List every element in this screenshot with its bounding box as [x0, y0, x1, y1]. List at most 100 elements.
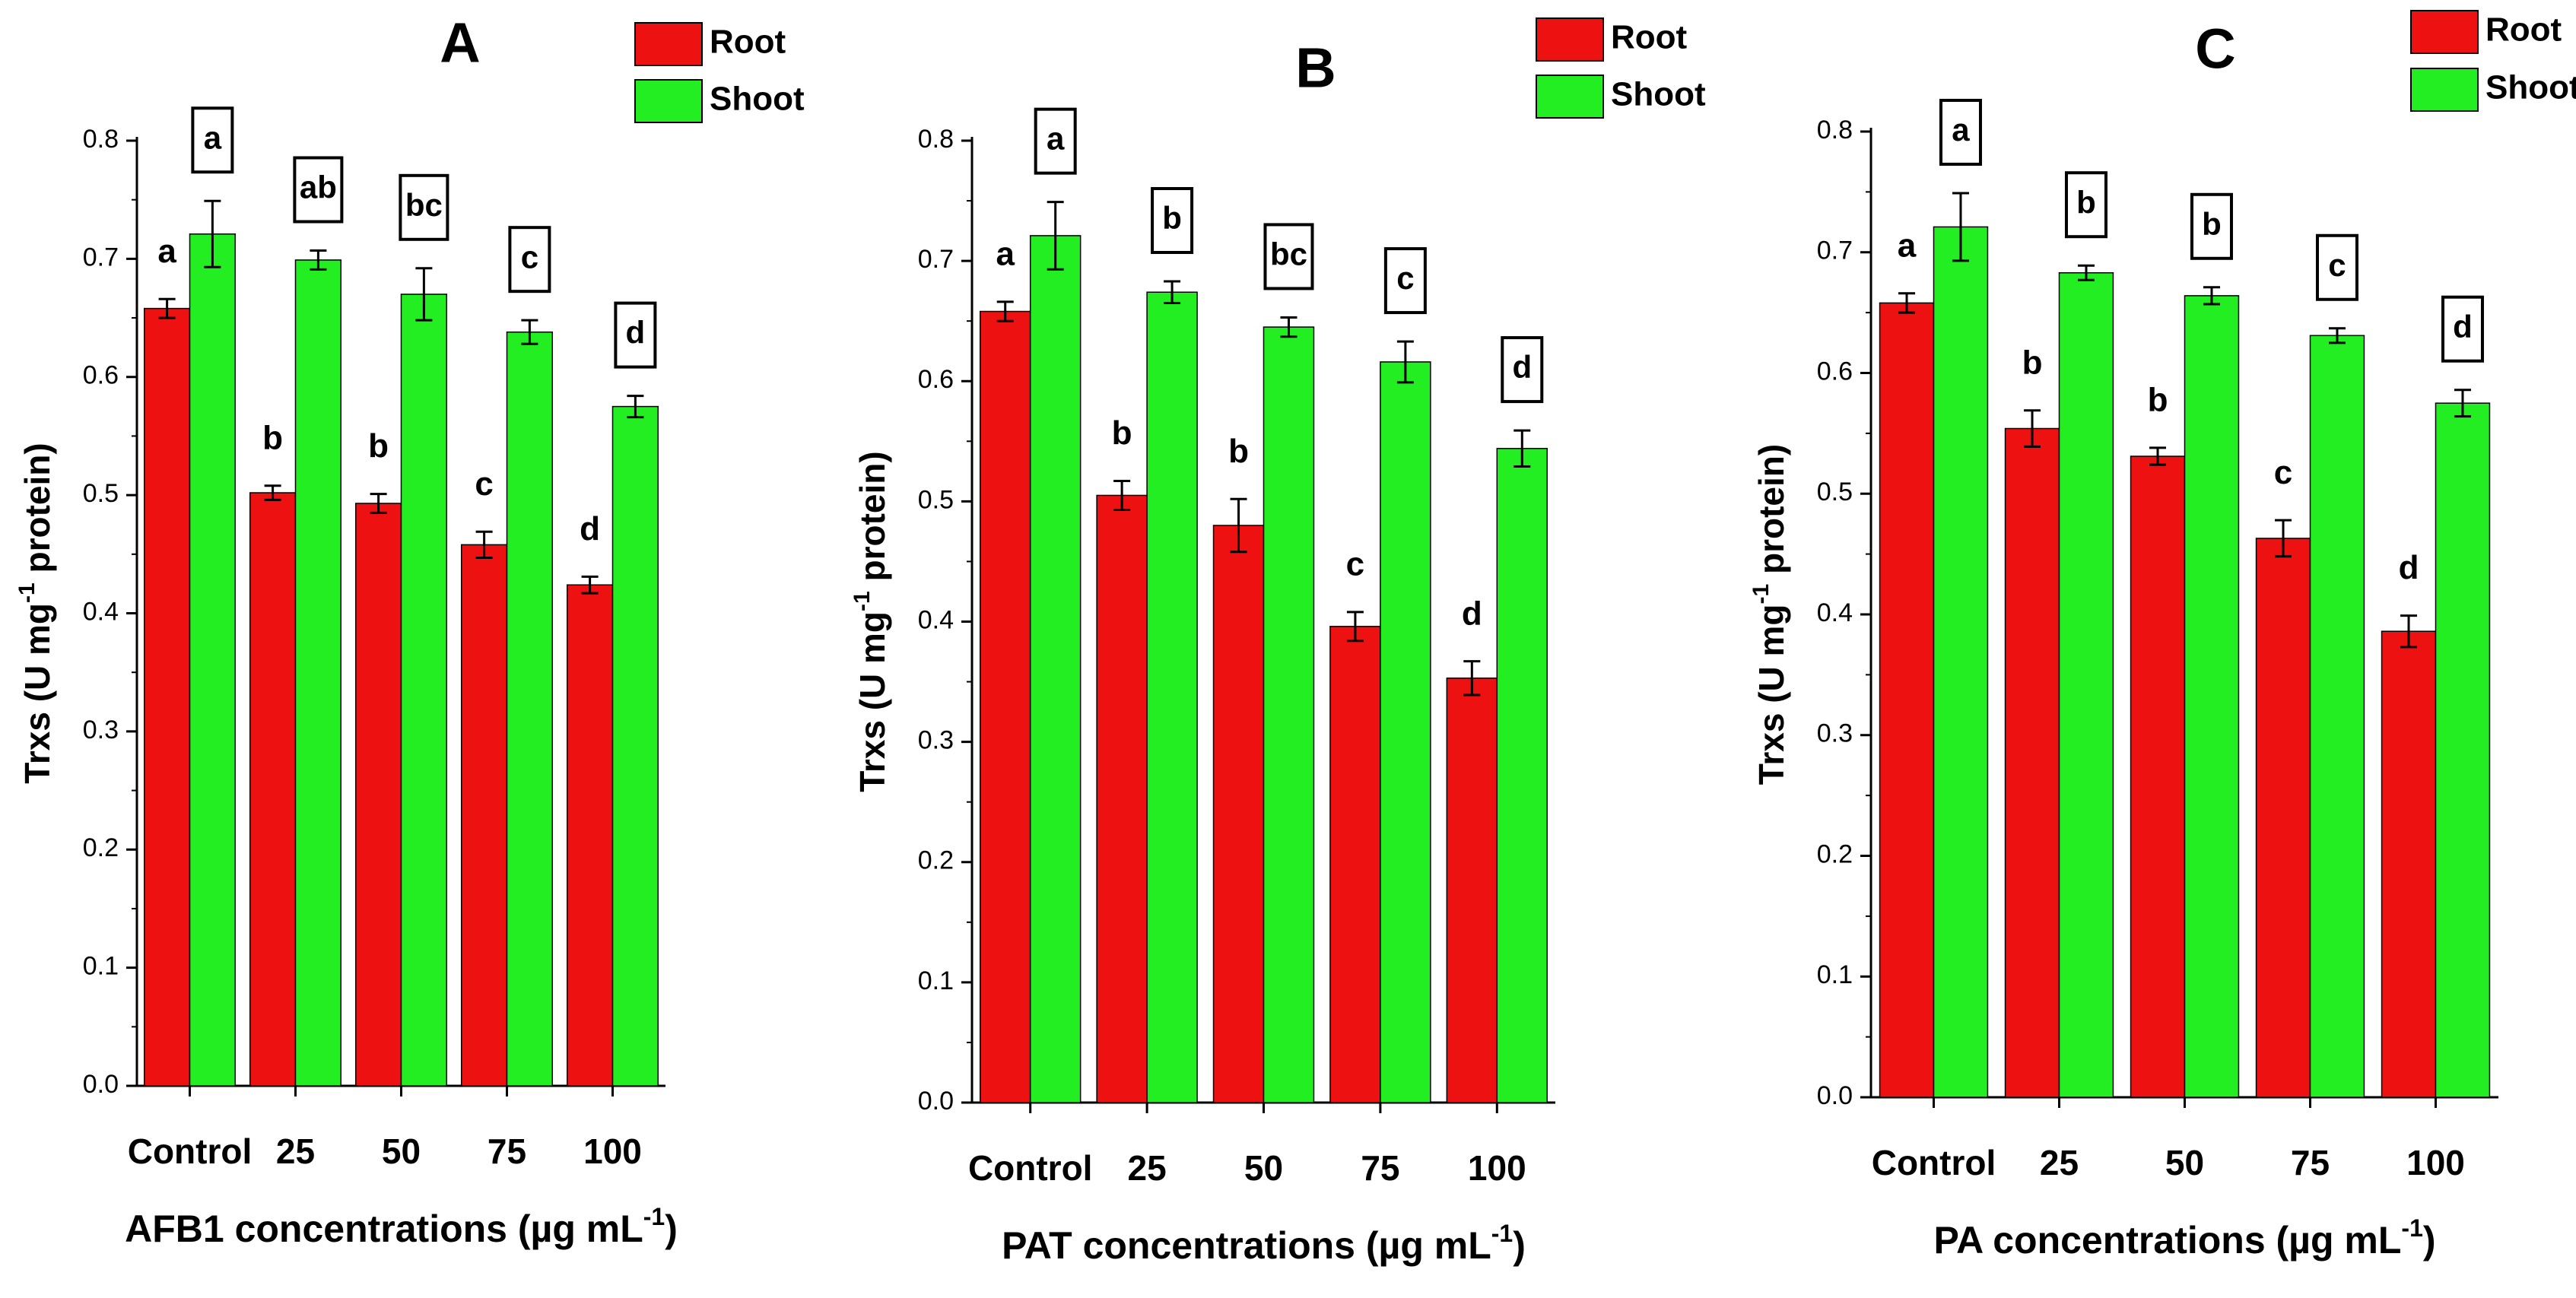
shoot-significance-letter: d: [626, 315, 646, 351]
y-tick-label: 0.7: [1817, 236, 1853, 265]
legend-label-root: Root: [710, 24, 786, 61]
shoot-significance-letter: d: [1512, 349, 1532, 385]
y-tick-label: 0.4: [918, 605, 954, 634]
y-tick-label: 0.3: [83, 716, 119, 744]
x-axis-title-sup: -1: [2401, 1214, 2422, 1242]
y-axis-title: Trxs (U mg-1 protein): [850, 451, 892, 792]
x-tick-label: 75: [2291, 1143, 2330, 1182]
y-axis-title-main: Trxs (U mg: [1752, 604, 1791, 785]
shoot-letter-box: [2441, 295, 2484, 363]
shoot-letter-box: [2190, 192, 2233, 260]
root-significance-letter: c: [475, 465, 493, 503]
shoot-significance-letter: a: [204, 119, 222, 155]
bar-root: [1446, 678, 1498, 1103]
root-significance-letter: a: [996, 236, 1015, 273]
x-axis-title-sup: -1: [1491, 1220, 1513, 1247]
root-significance-letter: a: [1898, 227, 1917, 264]
shoot-letter-box: [614, 301, 657, 369]
error-bar: [264, 484, 281, 501]
legend-label-root: Root: [1611, 19, 1688, 56]
bar-root: [460, 544, 508, 1087]
x-axis-title-main: PA concentrations (µg mL: [1933, 1219, 2401, 1262]
error-bar: [627, 395, 644, 419]
legend-label-root: Root: [2485, 11, 2562, 49]
error-bar: [415, 267, 433, 322]
bar-root: [1879, 302, 1935, 1098]
shoot-significance-letter: a: [1952, 112, 1970, 148]
bar-root: [1329, 626, 1381, 1103]
error-bar: [2400, 614, 2418, 649]
bar-root: [1212, 525, 1265, 1103]
bar-root: [2004, 427, 2060, 1098]
bar-shoot: [189, 233, 237, 1087]
shoot-significance-letter: ab: [300, 170, 337, 205]
root-significance-letter: b: [1228, 433, 1249, 470]
error-bar: [2203, 286, 2220, 306]
error-bar: [1396, 340, 1414, 384]
shoot-letter-box: [1034, 107, 1077, 175]
bar-shoot: [1146, 291, 1198, 1103]
error-bar: [1898, 292, 1916, 314]
y-tick-label: 0.8: [1817, 116, 1853, 144]
y-axis-title: Trxs (U mg-1 protein): [14, 443, 57, 783]
y-tick-label: 0.7: [83, 243, 119, 271]
y-axis-title-close: protein): [17, 443, 57, 582]
error-bar: [1346, 611, 1364, 643]
shoot-letter-box: [1939, 98, 1982, 166]
x-axis-title-close: ): [2423, 1219, 2436, 1262]
y-axis-title-sup: -1: [1749, 584, 1774, 605]
bar-shoot: [1380, 361, 1431, 1103]
error-bar: [996, 300, 1014, 322]
y-tick-label: 0.8: [83, 125, 119, 154]
panel-b: B Root Shoot 0.0 0.1 0.2 0.3 0.4 0.5 0.6 0.7 0.8 Con…: [850, 17, 1706, 1267]
shoot-significance-letter: bc: [1270, 236, 1307, 272]
root-significance-letter: c: [2274, 454, 2292, 491]
y-axis-title-sup: -1: [14, 582, 40, 603]
x-axis-title-main: PAT concentrations (µg mL: [1002, 1224, 1491, 1267]
shoot-significance-letter: c: [2328, 247, 2346, 283]
bar-shoot: [2309, 335, 2365, 1098]
y-tick-label: 0.0: [1817, 1081, 1853, 1110]
y-tick-label: 0.5: [83, 479, 119, 508]
x-tick-label: 100: [1468, 1148, 1526, 1188]
error-bar: [2149, 446, 2167, 466]
x-axis-title-main: AFB1 concentrations (µg mL: [125, 1208, 643, 1250]
y-tick-label: 0.5: [918, 485, 954, 514]
y-axis-title-close: protein): [1752, 444, 1791, 584]
error-bar: [370, 493, 387, 514]
bar-root: [249, 492, 297, 1087]
shoot-significance-letter: a: [1047, 121, 1065, 157]
y-axis-title-close: protein): [853, 451, 892, 591]
bar-shoot: [1496, 448, 1548, 1103]
panel-a: A Root Shoot 0.0 0.1 0.2 0.3 0.4 0.5 0.6 0.7 0.8 Con…: [14, 11, 805, 1250]
x-tick-label: 100: [583, 1131, 642, 1171]
error-bar: [1230, 497, 1247, 554]
bar-root: [2381, 630, 2437, 1098]
legend-swatch-root: [634, 22, 703, 66]
y-axis-title-main: Trxs (U mg: [853, 611, 892, 792]
x-tick-label: Control: [128, 1131, 253, 1171]
legend-label-shoot: Shoot: [2485, 69, 2576, 106]
error-bar: [310, 249, 327, 271]
y-tick-label: 0.6: [83, 361, 119, 390]
bar-shoot: [2184, 295, 2240, 1098]
root-significance-letter: b: [262, 419, 283, 456]
shoot-significance-letter: c: [1396, 260, 1414, 296]
y-axis-title: Trxs (U mg-1 protein): [1749, 444, 1791, 785]
panel-title: B: [1295, 36, 1336, 100]
error-bar: [1952, 192, 1969, 262]
y-tick-label: 0.6: [1817, 357, 1853, 386]
root-significance-letter: b: [368, 427, 389, 465]
root-significance-letter: b: [2022, 344, 2043, 381]
x-axis-title-sup: -1: [643, 1203, 665, 1230]
bar-shoot: [506, 331, 554, 1087]
error-bar: [2454, 389, 2471, 418]
shoot-significance-letter: b: [1162, 200, 1182, 236]
error-bar: [1047, 201, 1064, 271]
bar-shoot: [2435, 402, 2491, 1098]
shoot-letter-box: [293, 156, 344, 224]
x-tick-label: 75: [1361, 1148, 1399, 1188]
y-tick-label: 0.0: [918, 1087, 954, 1116]
shoot-significance-letter: c: [521, 239, 538, 275]
x-tick-label: Control: [968, 1148, 1093, 1188]
